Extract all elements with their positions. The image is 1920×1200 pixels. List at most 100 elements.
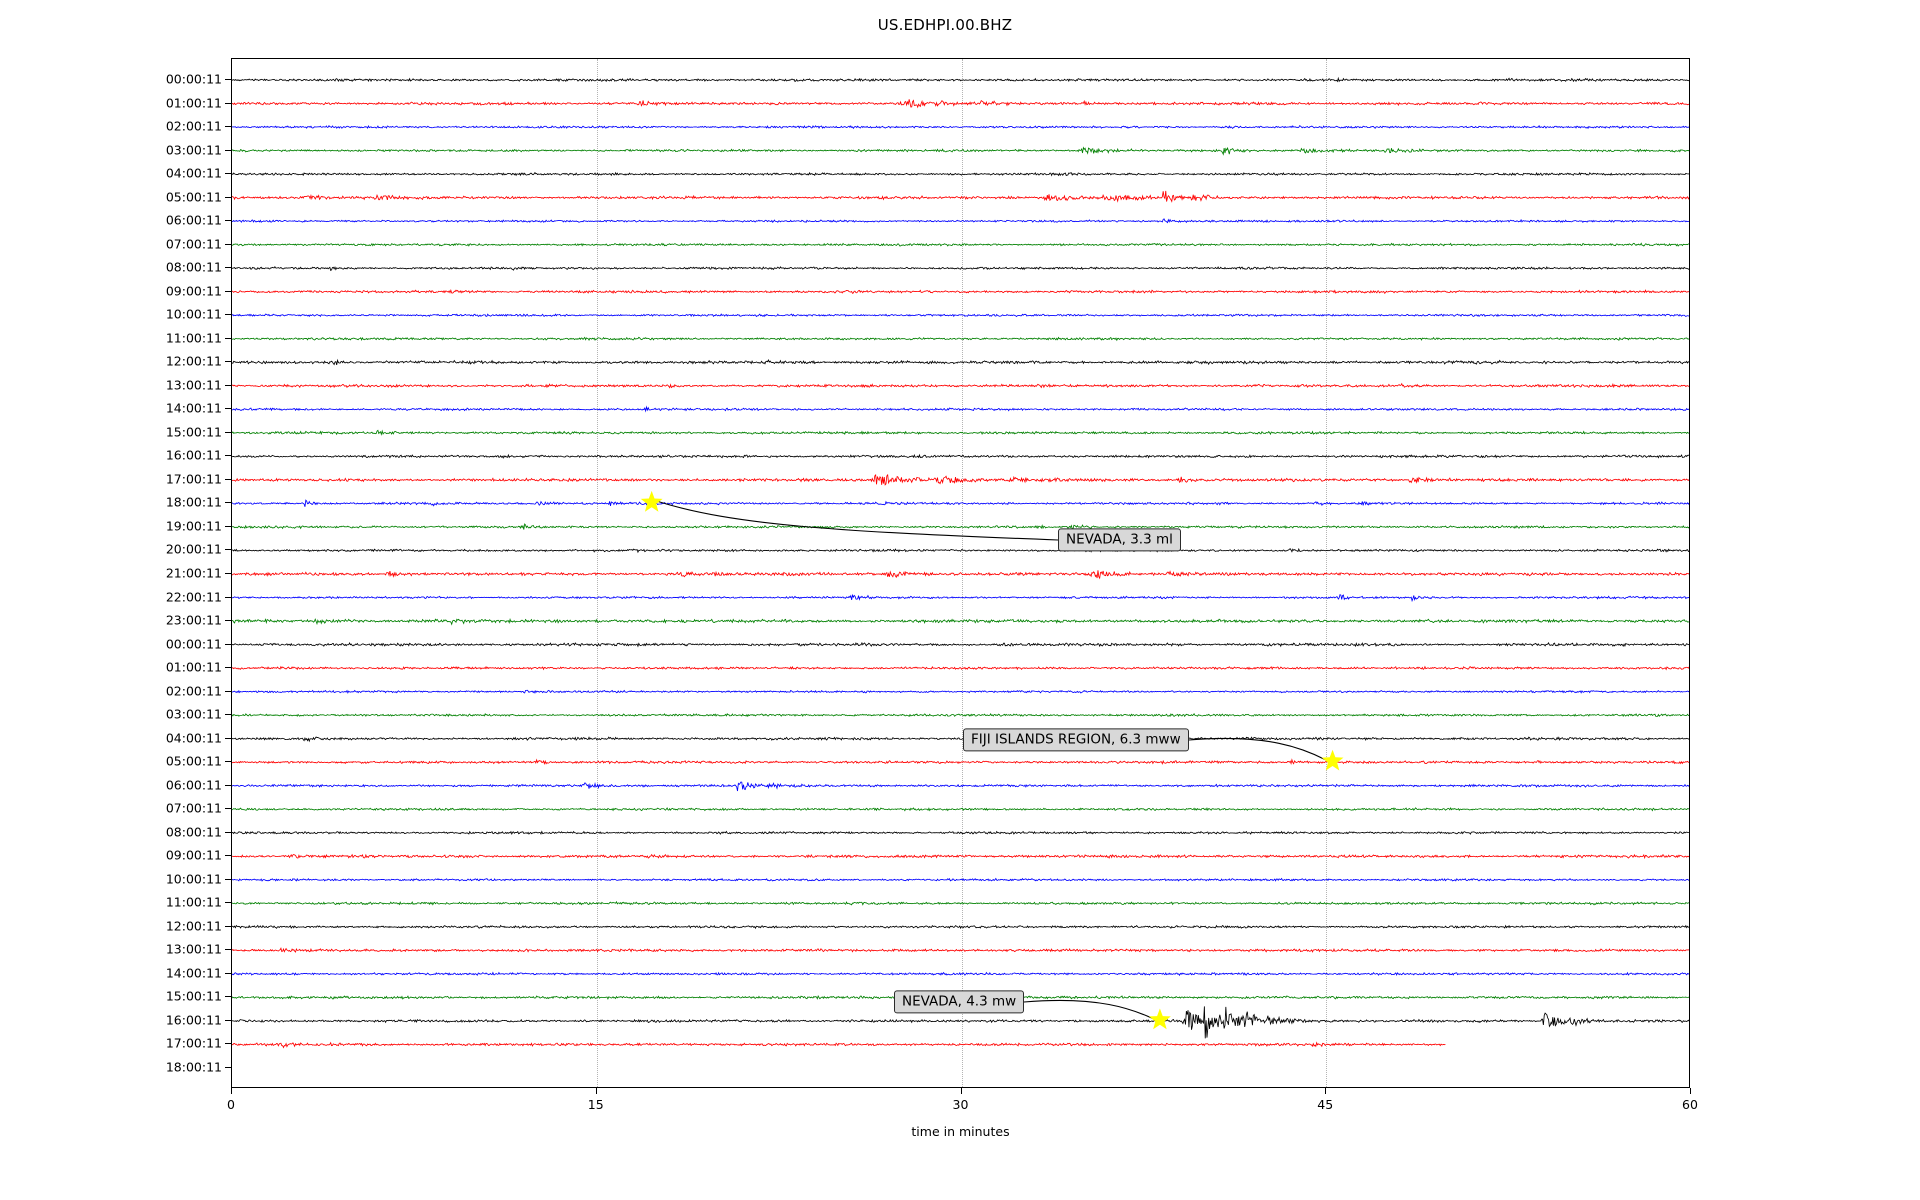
x-tick-label: 0 xyxy=(227,1097,235,1112)
y-tick-label: 21:00:11 xyxy=(165,565,222,581)
y-tick-label: 03:00:11 xyxy=(165,706,222,722)
y-tick-label: 01:00:11 xyxy=(165,95,222,111)
seismogram-trace xyxy=(232,453,1689,459)
seismogram-trace xyxy=(232,382,1689,389)
y-tick-mark xyxy=(225,902,231,904)
seismogram-trace xyxy=(232,689,1689,694)
seismogram-trace xyxy=(232,641,1689,648)
y-tick-mark xyxy=(225,525,231,527)
seismogram-trace xyxy=(232,146,1689,156)
seismogram-trace xyxy=(232,758,1689,766)
x-axis-title: time in minutes xyxy=(911,1124,1010,1139)
seismogram-trace xyxy=(232,924,1689,930)
seismogram-trace xyxy=(232,124,1689,130)
y-tick-label: 11:00:11 xyxy=(165,330,222,346)
y-tick-mark xyxy=(225,878,231,880)
seismogram-trace xyxy=(232,190,1689,203)
y-tick-label: 09:00:11 xyxy=(165,283,222,299)
seismogram-trace xyxy=(232,665,1689,671)
y-tick-label: 04:00:11 xyxy=(165,165,222,181)
y-tick-mark xyxy=(225,667,231,669)
event-label-event-nevada-43mw: NEVADA, 4.3 mw xyxy=(894,990,1025,1014)
y-tick-mark xyxy=(225,620,231,622)
y-tick-mark xyxy=(225,1067,231,1068)
seismogram-trace xyxy=(232,473,1689,486)
y-tick-label: 03:00:11 xyxy=(165,142,222,158)
y-tick-mark xyxy=(225,596,231,598)
y-tick-label: 10:00:11 xyxy=(165,871,222,887)
seismogram-traces xyxy=(232,76,1689,1049)
y-tick-mark xyxy=(225,455,231,457)
seismogram-trace xyxy=(232,288,1689,295)
y-tick-mark xyxy=(225,831,231,833)
seismogram-trace xyxy=(232,712,1689,718)
y-tick-label: 17:00:11 xyxy=(165,471,222,487)
y-tick-mark xyxy=(225,1019,231,1021)
y-tick-label: 11:00:11 xyxy=(165,894,222,910)
y-tick-label: 20:00:11 xyxy=(165,541,222,557)
y-tick-label: 15:00:11 xyxy=(165,424,222,440)
y-tick-mark xyxy=(225,549,231,551)
y-tick-label: 09:00:11 xyxy=(165,847,222,863)
y-tick-label: 00:00:11 xyxy=(165,636,222,652)
seismogram-trace xyxy=(232,218,1689,224)
y-tick-mark xyxy=(225,267,231,269)
x-tick-mark xyxy=(1325,1088,1327,1094)
gridline xyxy=(961,59,963,1087)
seismogram-trace xyxy=(232,1006,1689,1039)
y-tick-mark xyxy=(225,808,231,810)
y-tick-mark xyxy=(225,220,231,222)
seismogram-trace xyxy=(232,781,1689,792)
y-tick-label: 19:00:11 xyxy=(165,518,222,534)
seismogram-trace xyxy=(232,76,1689,83)
x-tick-label: 60 xyxy=(1682,1097,1698,1112)
y-tick-label: 04:00:11 xyxy=(165,730,222,746)
seismogram-trace xyxy=(232,242,1689,247)
y-tick-mark xyxy=(225,996,231,998)
y-tick-label: 23:00:11 xyxy=(165,612,222,628)
y-tick-mark xyxy=(225,478,231,480)
event-label-event-fiji-63mww: FIJI ISLANDS REGION, 6.3 mww xyxy=(963,728,1189,752)
y-tick-mark xyxy=(225,1043,231,1045)
y-tick-mark xyxy=(225,784,231,786)
seismogram-trace xyxy=(232,900,1689,906)
y-tick-mark xyxy=(225,102,231,104)
y-tick-label: 02:00:11 xyxy=(165,118,222,134)
x-tick-label: 15 xyxy=(587,1097,604,1112)
y-tick-label: 16:00:11 xyxy=(165,1012,222,1028)
y-tick-label: 05:00:11 xyxy=(165,753,222,769)
y-tick-mark xyxy=(225,243,231,245)
event-label-event-nevada-33ml: NEVADA, 3.3 ml xyxy=(1058,528,1181,552)
seismogram-trace xyxy=(232,499,1689,507)
x-tick-label: 45 xyxy=(1317,1097,1334,1112)
y-tick-label: 07:00:11 xyxy=(165,236,222,252)
y-tick-label: 12:00:11 xyxy=(165,918,222,934)
seismogram-trace xyxy=(232,547,1689,554)
y-tick-label: 14:00:11 xyxy=(165,400,222,416)
y-tick-mark xyxy=(225,149,231,151)
seismogram-trace xyxy=(232,618,1689,626)
y-tick-mark xyxy=(225,855,231,857)
y-tick-label: 08:00:11 xyxy=(165,259,222,275)
y-tick-mark xyxy=(225,972,231,974)
y-tick-label: 06:00:11 xyxy=(165,777,222,793)
y-tick-label: 22:00:11 xyxy=(165,589,222,605)
y-tick-mark xyxy=(225,361,231,363)
seismogram-trace xyxy=(232,971,1689,977)
seismogram-trace xyxy=(232,265,1689,272)
x-tick-mark xyxy=(595,1088,597,1094)
y-tick-label: 01:00:11 xyxy=(165,659,222,675)
y-tick-mark xyxy=(225,949,231,951)
seismogram-trace xyxy=(232,358,1689,366)
y-tick-label: 18:00:11 xyxy=(165,494,222,510)
seismogram-trace xyxy=(232,523,1689,530)
seismogram-trace xyxy=(232,830,1689,836)
y-tick-mark xyxy=(225,573,231,574)
y-tick-label: 00:00:11 xyxy=(165,71,222,87)
y-tick-label: 15:00:11 xyxy=(165,988,222,1004)
y-tick-label: 13:00:11 xyxy=(165,941,222,957)
y-tick-label: 02:00:11 xyxy=(165,683,222,699)
y-tick-mark xyxy=(225,690,231,692)
seismogram-trace xyxy=(232,1041,1446,1049)
y-tick-mark xyxy=(225,643,231,645)
